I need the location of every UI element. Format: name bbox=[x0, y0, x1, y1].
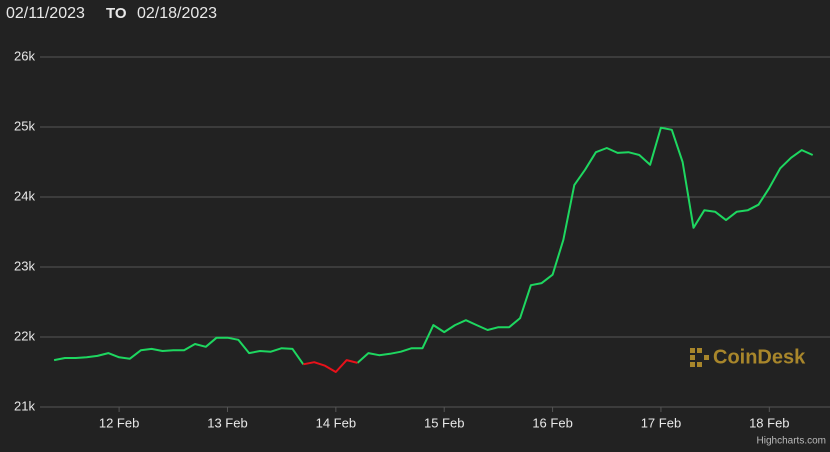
x-tick-label: 17 Feb bbox=[641, 415, 681, 430]
y-tick-label: 21k bbox=[14, 398, 35, 413]
x-tick-label: 16 Feb bbox=[532, 415, 572, 430]
y-tick-label: 25k bbox=[14, 118, 35, 133]
watermark-logo bbox=[690, 348, 709, 367]
y-tick-label: 26k bbox=[14, 48, 35, 63]
x-tick-label: 18 Feb bbox=[749, 415, 789, 430]
y-tick-label: 23k bbox=[14, 258, 35, 273]
x-tick-label: 13 Feb bbox=[207, 415, 247, 430]
x-tick-label: 12 Feb bbox=[99, 415, 139, 430]
credits: Highcharts.com bbox=[757, 436, 826, 447]
date-to: 02/18/2023 bbox=[137, 5, 217, 22]
price-line bbox=[53, 126, 814, 365]
date-to-word: TO bbox=[106, 5, 127, 22]
x-tick-label: 14 Feb bbox=[316, 415, 356, 430]
x-tick-label: 15 Feb bbox=[424, 415, 464, 430]
price-line bbox=[303, 359, 358, 373]
date-from: 02/11/2023 bbox=[6, 5, 85, 22]
y-tick-label: 22k bbox=[14, 328, 35, 343]
y-tick-label: 24k bbox=[14, 188, 35, 203]
watermark: CoinDesk bbox=[713, 346, 806, 368]
